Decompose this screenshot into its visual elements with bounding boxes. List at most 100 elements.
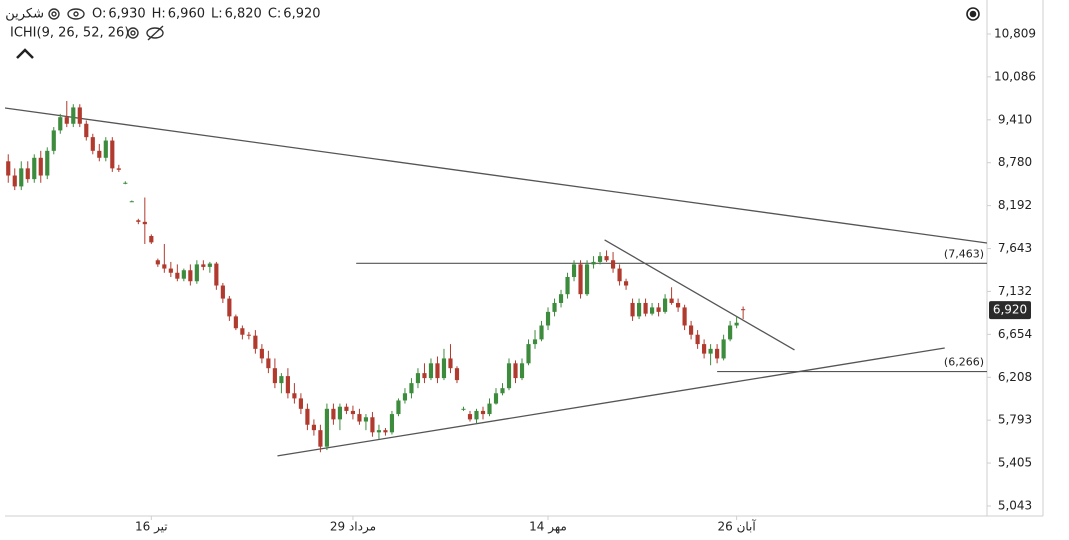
candle-body [188, 270, 193, 282]
candle-body [201, 264, 206, 267]
eye-icon[interactable] [67, 8, 85, 20]
candle-body [370, 417, 375, 433]
candle-body [227, 298, 232, 317]
legend-key: C: [268, 7, 281, 22]
y-tick-label: 8,192 [998, 198, 1032, 212]
y-tick-label: 7,132 [998, 284, 1032, 298]
price-tag-label: 6,920 [993, 303, 1027, 317]
candle-body [253, 335, 258, 349]
candle-body [428, 363, 434, 379]
y-tick-label: 10,809 [994, 26, 1036, 40]
y-tick-label: 5,405 [998, 456, 1032, 470]
hide-icon[interactable] [146, 25, 164, 41]
candle-body [689, 325, 694, 335]
candle-body [422, 373, 427, 379]
candle-body [656, 307, 661, 312]
y-tick-label: 6,208 [998, 370, 1032, 384]
candle-body [480, 410, 486, 415]
candle-body [532, 339, 538, 345]
candle-body [142, 221, 147, 225]
candle-body [350, 410, 356, 415]
candle-body [402, 393, 408, 401]
candle-body [669, 298, 674, 303]
candle-body [168, 268, 173, 273]
candle-body [181, 270, 186, 279]
y-tick-label: 8,780 [998, 155, 1032, 169]
trend-line [5, 107, 987, 244]
candle-body [519, 363, 525, 379]
candle-body [682, 307, 687, 326]
settings-icon[interactable] [127, 27, 139, 39]
candle-body [318, 430, 323, 447]
candle-body [162, 264, 167, 269]
candle-body [194, 264, 199, 282]
candle-body [663, 298, 668, 312]
candle-body [728, 325, 733, 340]
candle-body [324, 408, 329, 447]
candle-body [136, 220, 141, 222]
candle-body [12, 175, 17, 187]
candle-body [214, 263, 219, 286]
candle-body [552, 302, 557, 312]
candle-body [558, 294, 564, 303]
candle-body [84, 123, 89, 138]
candle-body [441, 358, 447, 379]
candle-body [467, 414, 473, 420]
candle-body [623, 281, 629, 286]
candle-body [591, 261, 596, 265]
legend-key: O: [92, 7, 106, 22]
candle-body [604, 256, 609, 261]
candle-body [383, 430, 388, 433]
x-tick-label: 16 تیر [135, 520, 168, 535]
candle-body [97, 150, 102, 158]
crosshair-icon[interactable] [966, 7, 980, 21]
candle-body [584, 264, 590, 295]
candle-body [344, 406, 349, 411]
candle-body [702, 344, 707, 354]
legend-value: 6,930 [108, 7, 145, 22]
candle-body [741, 309, 746, 311]
settings-icon[interactable] [48, 8, 60, 20]
candle-body [123, 182, 128, 184]
candle-body [357, 414, 362, 422]
candle-body [454, 368, 460, 381]
x-tick-label: 14 مهر [529, 520, 567, 535]
trend-line [604, 239, 795, 351]
candle-body [363, 417, 369, 422]
candle-body [474, 410, 479, 420]
candle-body [500, 388, 505, 394]
candle-body [246, 334, 251, 336]
candle-body [266, 358, 271, 369]
candle-body [233, 316, 238, 329]
candle-body [58, 117, 63, 131]
legend-key: L: [211, 7, 223, 22]
candle-body [389, 414, 395, 433]
y-tick-label: 7,643 [998, 241, 1032, 255]
candle-body [708, 348, 713, 354]
candle-body [77, 107, 82, 124]
collapse-icon[interactable] [16, 48, 34, 59]
candle-body [298, 398, 303, 409]
candle-body [597, 256, 603, 262]
candle-body [175, 272, 180, 279]
candle-body [116, 168, 121, 170]
candle-body [461, 408, 466, 410]
candle-body [715, 348, 720, 359]
candle-body [51, 130, 56, 151]
candle-body [64, 117, 69, 124]
candle-body [305, 408, 310, 425]
candle-body [285, 376, 290, 394]
candle-body [331, 408, 336, 420]
candle-body [259, 348, 264, 359]
candle-body [220, 285, 225, 299]
legend-value: 6,920 [283, 7, 320, 22]
y-tick-label: 5,793 [998, 413, 1032, 427]
x-tick-label: 29 مرداد [330, 520, 376, 535]
level-label: (7,463) [944, 247, 984, 260]
symbol: شکرین [5, 7, 44, 22]
candle-body [571, 264, 577, 277]
candle-body [6, 161, 11, 176]
candle-body [71, 107, 76, 124]
